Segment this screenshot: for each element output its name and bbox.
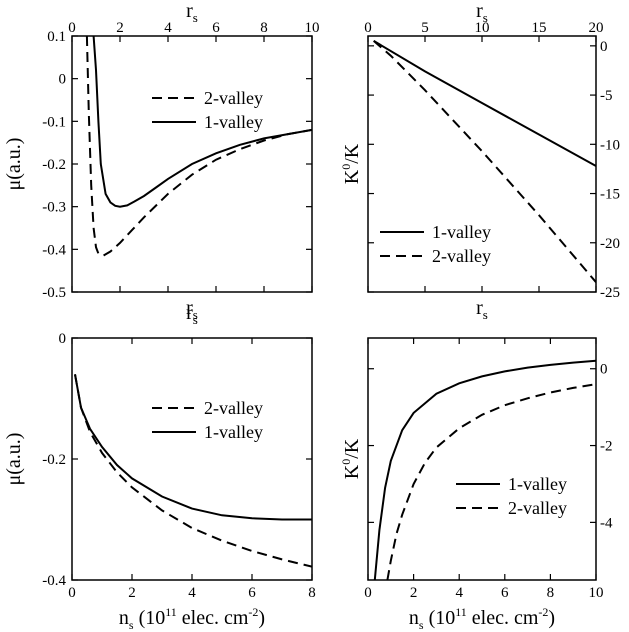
y-tick-label: 0 bbox=[600, 39, 608, 55]
plot-frame bbox=[71, 337, 313, 581]
x-tick-label: 8 bbox=[308, 585, 316, 601]
y-tick-label: -4 bbox=[600, 515, 613, 531]
y-tick-label: -0.4 bbox=[42, 242, 66, 258]
y-axis-label: K0/K bbox=[339, 143, 363, 184]
panel-3: 0 2 4 6 8 0 -0.2 -0.4 rs ns (1011 elec. cm-2) μ(a.… bbox=[3, 302, 316, 632]
x-tick-label: 0 bbox=[364, 585, 372, 601]
legend-label: 1-valley bbox=[508, 474, 567, 494]
x-tick-label: 10 bbox=[305, 20, 320, 36]
panel-1: 0 2 4 6 8 100.10-0.1-0.2-0.3-0.4-0.5rsrsμ(a.u… bbox=[3, 0, 320, 322]
y-axis-label: μ(a.u.) bbox=[3, 138, 25, 191]
y-tick-label: -0.1 bbox=[42, 114, 66, 130]
y-tick-label: -5 bbox=[600, 88, 613, 104]
x-axis-label: ns (1011 elec. cm-2) bbox=[409, 605, 555, 632]
series-line-1-valley bbox=[373, 40, 596, 167]
y-tick-label: -0.4 bbox=[42, 573, 66, 589]
top-axis-label: rs bbox=[476, 0, 488, 25]
x-tick-label: 15 bbox=[532, 20, 547, 36]
x-tick-label: 0 bbox=[68, 20, 76, 36]
y-tick-label: 0 bbox=[59, 331, 67, 347]
legend-label: 2-valley bbox=[432, 246, 491, 266]
legend-label: 2-valley bbox=[508, 498, 567, 518]
plot-frame bbox=[367, 337, 597, 581]
x-tick-label: 10 bbox=[589, 585, 604, 601]
y-tick-label: -2 bbox=[600, 439, 613, 455]
legend-label: 2-valley bbox=[204, 88, 263, 108]
series-line-1-valley bbox=[74, 374, 312, 521]
y-tick-label: -20 bbox=[600, 236, 620, 252]
series-line-2-valley bbox=[386, 383, 596, 580]
x-tick-label: 5 bbox=[421, 20, 429, 36]
x-tick-label: 4 bbox=[455, 585, 463, 601]
panel-2: 0 5 10 15 20 0 -5 -10 -15 -20 -25 rs rs K0/K 1-valley 2… bbox=[339, 0, 620, 322]
x-tick-label: 6 bbox=[501, 585, 509, 601]
y-tick-label: 0.1 bbox=[47, 29, 66, 45]
y-tick-label: -0.2 bbox=[42, 452, 66, 468]
x-tick-label: 20 bbox=[589, 20, 604, 36]
x-tick-label: 4 bbox=[188, 585, 196, 601]
y-tick-label: 0 bbox=[600, 362, 608, 378]
x-tick-label: 8 bbox=[260, 20, 268, 36]
panel-4: 0 2 4 6 8 10 0 -2 -4 ns (1011 elec. cm-2) K0/K 1-va… bbox=[339, 337, 613, 632]
x-tick-label: 6 bbox=[248, 585, 256, 601]
y-tick-label: -0.3 bbox=[42, 200, 66, 216]
series-line-2-valley bbox=[74, 374, 312, 568]
x-tick-label: 10 bbox=[475, 20, 490, 36]
top-axis-label: rs bbox=[186, 0, 198, 25]
series-line-1-valley bbox=[92, 36, 312, 208]
series-line-1-valley bbox=[373, 359, 596, 580]
x-tick-label: 6 bbox=[212, 20, 220, 36]
legend-label: 1-valley bbox=[204, 422, 263, 442]
x-axis-label: ns (1011 elec. cm-2) bbox=[119, 605, 265, 632]
x-tick-label: 2 bbox=[410, 585, 418, 601]
y-tick-label: -25 bbox=[600, 285, 620, 301]
y-tick-label: -0.5 bbox=[42, 285, 66, 301]
legend-label: 2-valley bbox=[204, 398, 263, 418]
y-axis-label: K0/K bbox=[339, 438, 363, 479]
y-tick-label: -15 bbox=[600, 187, 620, 203]
legend-label: 1-valley bbox=[204, 112, 263, 132]
y-axis-label: μ(a.u.) bbox=[3, 433, 25, 486]
y-tick-label: -0.2 bbox=[42, 157, 66, 173]
series-line-2-valley bbox=[373, 40, 596, 283]
y-tick-label: -10 bbox=[600, 137, 620, 153]
y-tick-label: 0 bbox=[59, 72, 67, 88]
x-tick-label: 4 bbox=[164, 20, 172, 36]
x-tick-label: 8 bbox=[547, 585, 555, 601]
x-tick-label: 2 bbox=[116, 20, 124, 36]
x-tick-label: 0 bbox=[364, 20, 372, 36]
bottom-axis-label: rs bbox=[186, 297, 198, 322]
top-axis-label: rs bbox=[186, 302, 198, 327]
x-tick-label: 0 bbox=[68, 585, 76, 601]
series-line-2-valley bbox=[85, 36, 312, 257]
legend-label: 1-valley bbox=[432, 222, 491, 242]
x-tick-label: 2 bbox=[128, 585, 136, 601]
bottom-axis-label: rs bbox=[476, 297, 488, 322]
